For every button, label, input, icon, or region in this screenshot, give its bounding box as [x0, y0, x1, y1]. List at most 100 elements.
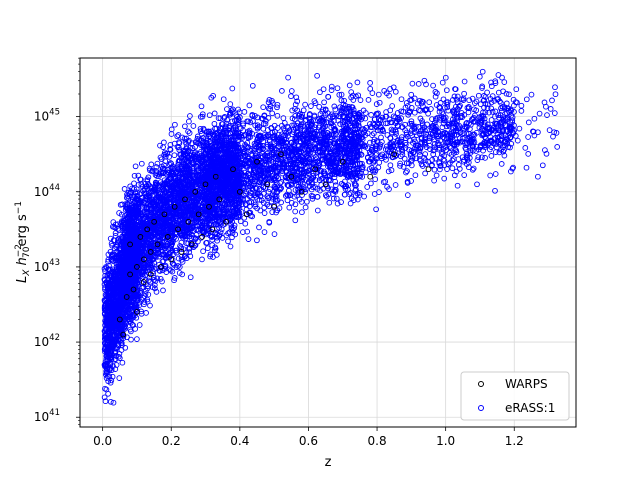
erass1-point: [105, 256, 112, 263]
erass1-point: [121, 186, 128, 192]
erass1-point: [390, 113, 397, 120]
erass1-point: [429, 156, 436, 163]
erass1-point: [294, 98, 301, 105]
series-erass1-points: [101, 68, 561, 406]
erass1-point: [552, 91, 559, 98]
erass1-point: [288, 88, 295, 94]
erass1-point: [186, 249, 193, 255]
erass1-point: [185, 128, 191, 135]
erass1-point: [378, 134, 384, 141]
erass1-point: [302, 204, 309, 211]
erass1-point: [474, 181, 480, 188]
erass1-point: [224, 106, 230, 112]
erass1-point: [531, 115, 538, 122]
erass1-point: [454, 182, 461, 189]
erass1-point: [132, 163, 139, 170]
erass1-point: [474, 157, 481, 163]
erass1-point: [186, 118, 192, 125]
erass1-point: [332, 106, 339, 113]
erass1-point: [299, 209, 305, 216]
erass1-point: [254, 237, 260, 244]
erass1-point: [470, 165, 477, 172]
erass1-point: [518, 108, 525, 114]
erass1-point: [498, 161, 505, 167]
erass1-point: [404, 168, 410, 174]
erass1-point: [198, 234, 204, 241]
erass1-point: [316, 103, 323, 110]
erass1-point: [229, 85, 236, 92]
erass1-point: [469, 166, 476, 173]
erass1-point: [357, 97, 364, 103]
erass1-point: [227, 243, 234, 250]
erass1-point: [143, 310, 149, 316]
erass1-point: [321, 99, 327, 106]
erass1-point: [415, 81, 422, 87]
erass1-point: [314, 72, 320, 79]
erass1-point: [204, 245, 211, 252]
erass1-point: [518, 102, 525, 109]
erass1-point: [443, 87, 450, 94]
erass1-point: [207, 253, 213, 260]
erass1-point: [286, 204, 293, 211]
erass1-point: [332, 178, 339, 185]
erass1-point: [368, 180, 374, 187]
erass1-point: [397, 163, 403, 169]
erass1-point: [187, 113, 193, 119]
erass1-point: [523, 164, 530, 171]
erass1-point: [147, 302, 153, 309]
erass1-point: [546, 127, 553, 133]
erass1-point: [392, 182, 399, 188]
erass1-point: [551, 110, 558, 116]
erass1-point: [249, 82, 256, 89]
erass1-point: [175, 132, 182, 138]
erass1-point: [328, 87, 335, 93]
erass1-point: [367, 80, 373, 86]
erass1-point: [492, 187, 498, 194]
erass1-point: [523, 96, 530, 103]
erass1-point: [375, 164, 382, 171]
erass1-point: [431, 177, 437, 184]
erass1-point: [544, 112, 550, 118]
erass1-point: [479, 154, 485, 161]
erass1-point: [334, 85, 341, 92]
erass1-point: [455, 161, 462, 168]
erass1-point: [362, 169, 369, 176]
erass1-point: [547, 106, 554, 112]
erass1-point: [476, 73, 483, 80]
erass1-point: [501, 152, 508, 159]
erass1-point: [461, 78, 468, 85]
erass1-point: [331, 103, 338, 110]
erass1-point: [475, 92, 482, 99]
erass1-point: [227, 101, 234, 107]
erass1-point: [522, 145, 529, 151]
erass1-point: [536, 110, 543, 117]
erass1-point: [404, 192, 411, 198]
erass1-point: [554, 144, 561, 150]
erass1-point: [211, 110, 218, 117]
erass1-point: [211, 120, 218, 127]
erass1-point: [539, 162, 546, 169]
erass1-point: [409, 80, 416, 87]
erass1-point: [525, 134, 531, 140]
erass1-point: [450, 97, 456, 103]
erass1-point: [304, 198, 310, 205]
erass1-point: [271, 231, 278, 237]
erass1-point: [543, 103, 549, 110]
erass1-point: [261, 210, 268, 216]
erass1-point: [431, 166, 438, 173]
erass1-point: [261, 204, 268, 211]
erass1-point: [266, 218, 273, 225]
erass1-point: [439, 79, 446, 86]
erass1-point: [326, 199, 333, 206]
erass1-point: [200, 248, 206, 255]
erass1-point: [370, 130, 377, 137]
erass1-point: [116, 375, 123, 381]
erass1-point: [220, 96, 227, 103]
erass1-point: [262, 120, 269, 127]
erass1-point: [422, 170, 428, 177]
erass1-point: [364, 184, 371, 190]
erass1-point: [246, 102, 253, 109]
erass1-point: [403, 169, 409, 176]
erass1-point: [131, 180, 137, 187]
